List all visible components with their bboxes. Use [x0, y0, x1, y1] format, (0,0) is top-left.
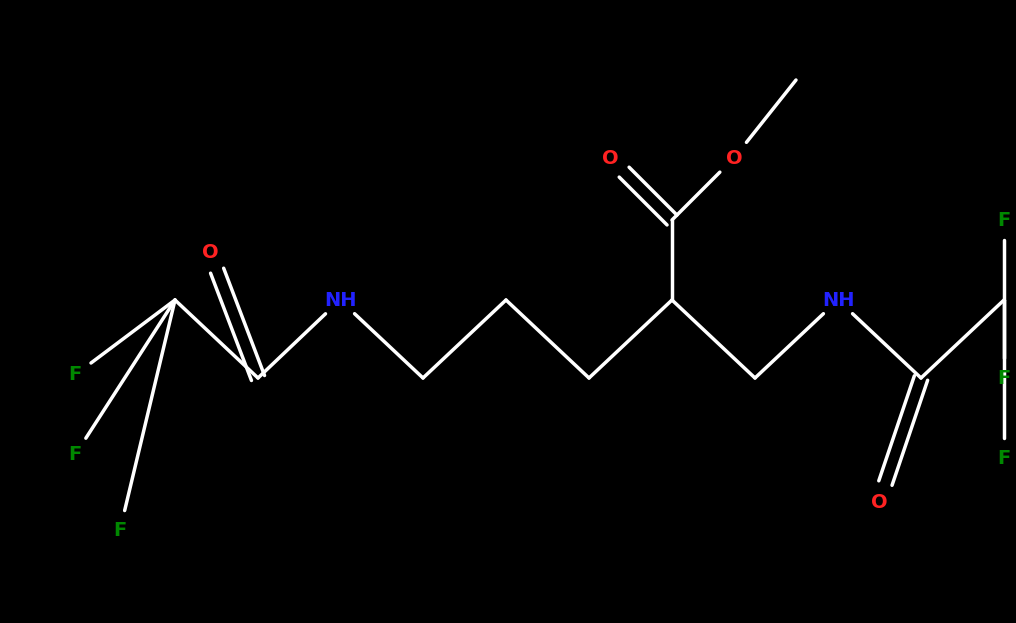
- Text: NH: NH: [324, 290, 357, 310]
- Text: O: O: [202, 242, 218, 262]
- Text: F: F: [114, 520, 127, 540]
- Text: F: F: [998, 368, 1011, 388]
- Text: O: O: [725, 148, 743, 168]
- Text: F: F: [998, 449, 1011, 467]
- Text: F: F: [68, 366, 81, 384]
- Text: F: F: [68, 445, 81, 465]
- Text: F: F: [998, 211, 1011, 229]
- Text: NH: NH: [822, 290, 854, 310]
- Text: O: O: [601, 148, 619, 168]
- Text: O: O: [871, 493, 887, 511]
